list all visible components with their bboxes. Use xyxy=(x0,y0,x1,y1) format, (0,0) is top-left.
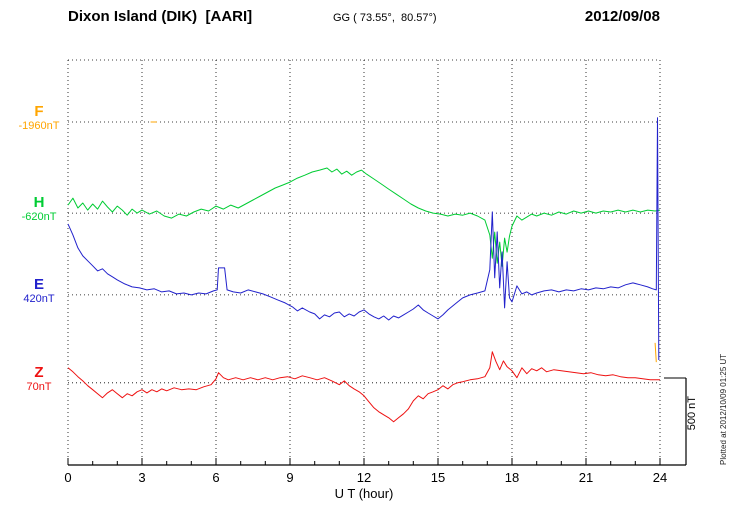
series-letter-H: H xyxy=(33,194,45,211)
x-tick-label: 6 xyxy=(212,470,219,485)
plot-date: 2012/09/08 xyxy=(584,8,660,25)
series-label-H: H -620nT xyxy=(10,195,68,224)
station-title: Dixon Island (DIK) [AARI] xyxy=(68,8,253,25)
series-letter-F: F xyxy=(34,103,44,120)
x-axis-title: U T (hour) xyxy=(334,486,394,501)
series-letter-E: E xyxy=(33,276,44,293)
x-tick-label: 12 xyxy=(357,470,371,485)
x-tick-label: 21 xyxy=(579,470,593,485)
trace-H xyxy=(67,167,661,267)
series-baseline-H: -620nT xyxy=(21,211,57,223)
x-tick-label: 24 xyxy=(653,470,667,485)
x-tick-label: 3 xyxy=(138,470,145,485)
series-baseline-E: 420nT xyxy=(23,293,55,305)
series-label-F: F -1960nT xyxy=(10,104,68,133)
x-tick-label: 9 xyxy=(286,470,293,485)
trace-Z xyxy=(67,351,660,423)
series-label-Z: Z 70nT xyxy=(10,365,68,394)
geographic-coordinates: GG ( 73.55°, 80.57°) xyxy=(333,12,437,24)
series-letter-Z: Z xyxy=(34,364,44,381)
trace-E xyxy=(67,117,660,361)
plotted-timestamp-note: Plotted at 2012/10/09 01:25 UT xyxy=(719,353,728,465)
x-tick-label: 18 xyxy=(505,470,519,485)
x-tick-label: 15 xyxy=(431,470,445,485)
trace-F xyxy=(654,342,657,363)
scale-bar-label: 500 nT xyxy=(686,396,698,431)
series-label-E: E 420nT xyxy=(10,277,68,306)
x-tick-label: 0 xyxy=(64,470,71,485)
series-baseline-F: -1960nT xyxy=(18,120,60,132)
series-baseline-Z: 70nT xyxy=(26,381,52,393)
